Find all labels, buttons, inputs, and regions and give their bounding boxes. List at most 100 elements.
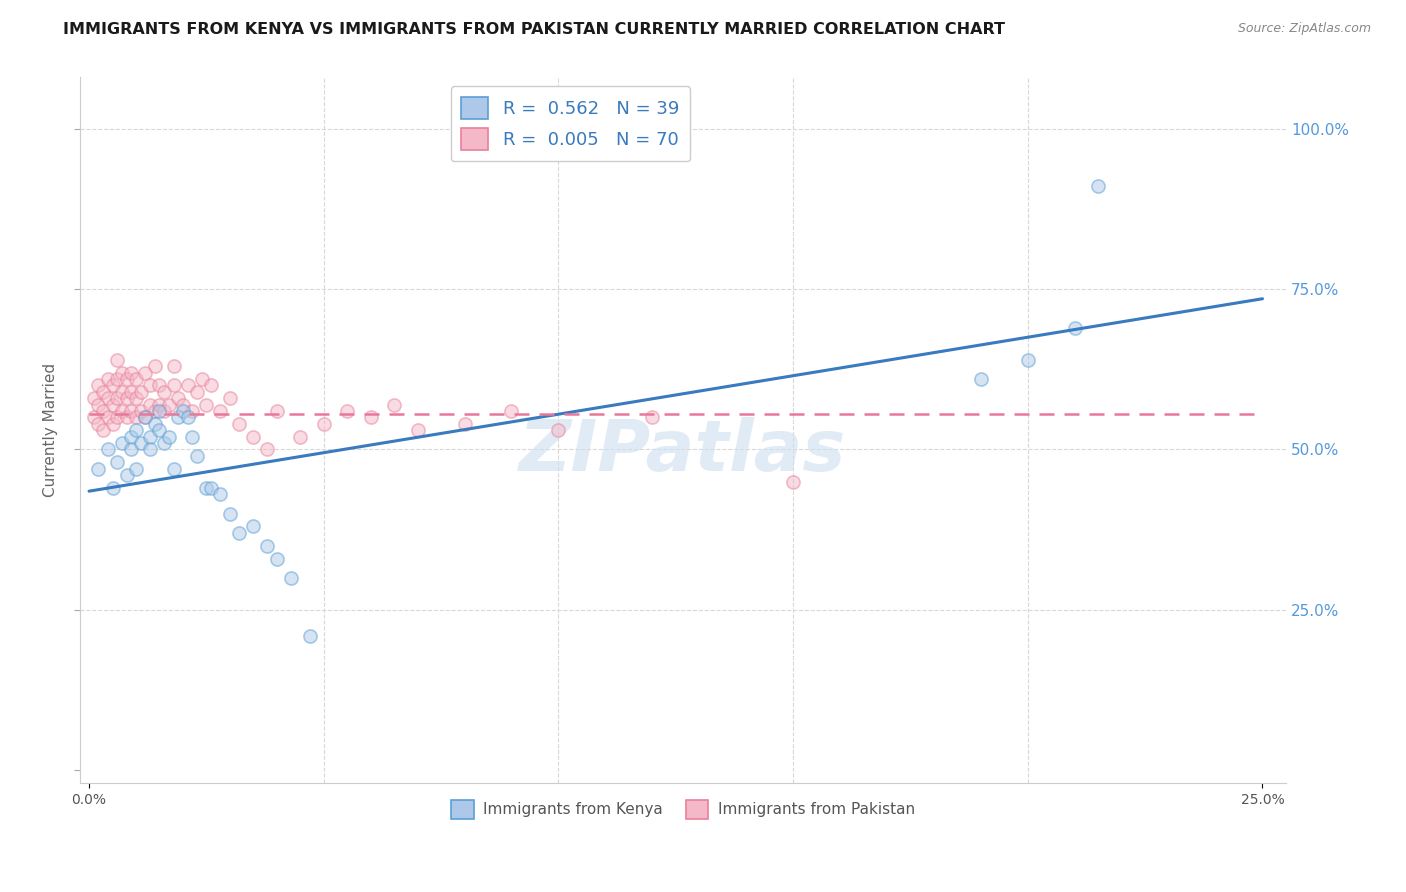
Point xyxy=(195,481,218,495)
Point xyxy=(134,366,156,380)
Point xyxy=(195,398,218,412)
Point xyxy=(125,461,148,475)
Point xyxy=(280,571,302,585)
Point xyxy=(105,391,128,405)
Point xyxy=(97,372,120,386)
Point xyxy=(242,519,264,533)
Point xyxy=(148,423,170,437)
Point xyxy=(190,372,212,386)
Point xyxy=(143,404,166,418)
Point xyxy=(181,430,204,444)
Point xyxy=(120,404,142,418)
Point xyxy=(157,430,180,444)
Point xyxy=(111,436,134,450)
Point xyxy=(148,404,170,418)
Point xyxy=(111,366,134,380)
Point xyxy=(87,461,110,475)
Text: ZIPatlas: ZIPatlas xyxy=(519,417,846,486)
Point xyxy=(143,417,166,431)
Text: Source: ZipAtlas.com: Source: ZipAtlas.com xyxy=(1237,22,1371,36)
Point xyxy=(87,417,110,431)
Point xyxy=(298,628,321,642)
Point xyxy=(153,384,176,399)
Point xyxy=(129,404,152,418)
Point xyxy=(87,398,110,412)
Point xyxy=(266,404,288,418)
Point xyxy=(336,404,359,418)
Point xyxy=(228,417,250,431)
Point xyxy=(143,359,166,373)
Point xyxy=(162,359,184,373)
Point xyxy=(105,372,128,386)
Point xyxy=(218,391,240,405)
Point xyxy=(641,410,664,425)
Point xyxy=(186,449,208,463)
Point xyxy=(209,487,232,501)
Point xyxy=(200,481,222,495)
Point xyxy=(242,430,264,444)
Point xyxy=(87,378,110,392)
Point xyxy=(266,551,288,566)
Point xyxy=(172,398,194,412)
Point xyxy=(97,391,120,405)
Point xyxy=(148,378,170,392)
Point xyxy=(120,442,142,457)
Point xyxy=(91,404,114,418)
Point xyxy=(200,378,222,392)
Point xyxy=(312,417,335,431)
Point xyxy=(105,352,128,367)
Point xyxy=(91,423,114,437)
Point xyxy=(125,391,148,405)
Y-axis label: Currently Married: Currently Married xyxy=(44,363,58,498)
Point xyxy=(97,442,120,457)
Point xyxy=(111,404,134,418)
Point xyxy=(101,417,124,431)
Point xyxy=(406,423,429,437)
Point xyxy=(970,372,993,386)
Point xyxy=(83,391,105,405)
Point xyxy=(101,398,124,412)
Point xyxy=(153,436,176,450)
Point xyxy=(148,398,170,412)
Point xyxy=(172,404,194,418)
Point xyxy=(256,539,278,553)
Point xyxy=(1017,352,1039,367)
Point xyxy=(256,442,278,457)
Point xyxy=(129,384,152,399)
Point xyxy=(111,384,134,399)
Point xyxy=(101,481,124,495)
Point xyxy=(176,378,198,392)
Point xyxy=(501,404,523,418)
Point xyxy=(167,410,190,425)
Point xyxy=(382,398,405,412)
Point xyxy=(218,507,240,521)
Point xyxy=(115,410,138,425)
Point xyxy=(162,461,184,475)
Point xyxy=(139,430,162,444)
Point xyxy=(176,410,198,425)
Point xyxy=(129,436,152,450)
Point xyxy=(181,404,204,418)
Point xyxy=(120,384,142,399)
Point xyxy=(115,372,138,386)
Point xyxy=(186,384,208,399)
Point xyxy=(1087,179,1109,194)
Point xyxy=(782,475,804,489)
Point xyxy=(290,430,312,444)
Point xyxy=(120,430,142,444)
Point xyxy=(120,366,142,380)
Point xyxy=(162,378,184,392)
Point xyxy=(139,442,162,457)
Point xyxy=(167,391,190,405)
Point xyxy=(157,398,180,412)
Point xyxy=(153,404,176,418)
Point xyxy=(134,410,156,425)
Point xyxy=(83,410,105,425)
Point xyxy=(139,378,162,392)
Point xyxy=(360,410,382,425)
Point xyxy=(547,423,569,437)
Text: IMMIGRANTS FROM KENYA VS IMMIGRANTS FROM PAKISTAN CURRENTLY MARRIED CORRELATION : IMMIGRANTS FROM KENYA VS IMMIGRANTS FROM… xyxy=(63,22,1005,37)
Point xyxy=(125,372,148,386)
Point xyxy=(101,378,124,392)
Point xyxy=(115,468,138,483)
